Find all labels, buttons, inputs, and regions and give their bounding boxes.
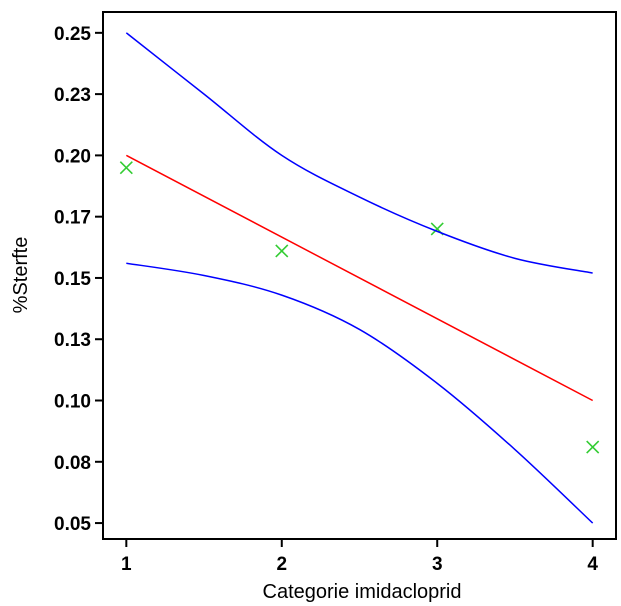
y-tick-label: 0.08 <box>54 453 91 474</box>
y-tick-label: 0.13 <box>54 330 91 351</box>
y-axis: 0.05 0.08 0.10 0.13 0.15 0.17 0.20 0.23 0.25 <box>54 24 103 535</box>
y-axis-title: %Sterfte <box>10 237 32 314</box>
x-tick-label: 4 <box>587 554 598 575</box>
series-layer <box>119 32 600 524</box>
data-point <box>275 244 289 258</box>
y-tick-label: 0.15 <box>54 269 91 290</box>
x-axis: 1 2 3 4 <box>121 539 598 575</box>
y-tick-label: 0.23 <box>54 85 91 106</box>
x-axis-title: Categorie imidacloprid <box>263 581 462 603</box>
data-point <box>586 440 600 454</box>
y-tick-label: 0.10 <box>54 392 91 413</box>
x-tick-label: 2 <box>276 554 287 575</box>
data-point <box>119 161 133 175</box>
plot-area-frame <box>102 11 617 540</box>
y-tick-label: 0.05 <box>54 514 91 535</box>
x-tick-label: 1 <box>121 554 132 575</box>
lower-confidence-band <box>126 262 594 524</box>
y-tick-label: 0.20 <box>54 146 91 167</box>
regression-line <box>125 154 594 402</box>
y-tick-label: 0.17 <box>54 208 91 229</box>
x-tick-label: 3 <box>432 554 443 575</box>
y-tick-label: 0.25 <box>54 24 91 45</box>
upper-confidence-band <box>125 32 593 274</box>
